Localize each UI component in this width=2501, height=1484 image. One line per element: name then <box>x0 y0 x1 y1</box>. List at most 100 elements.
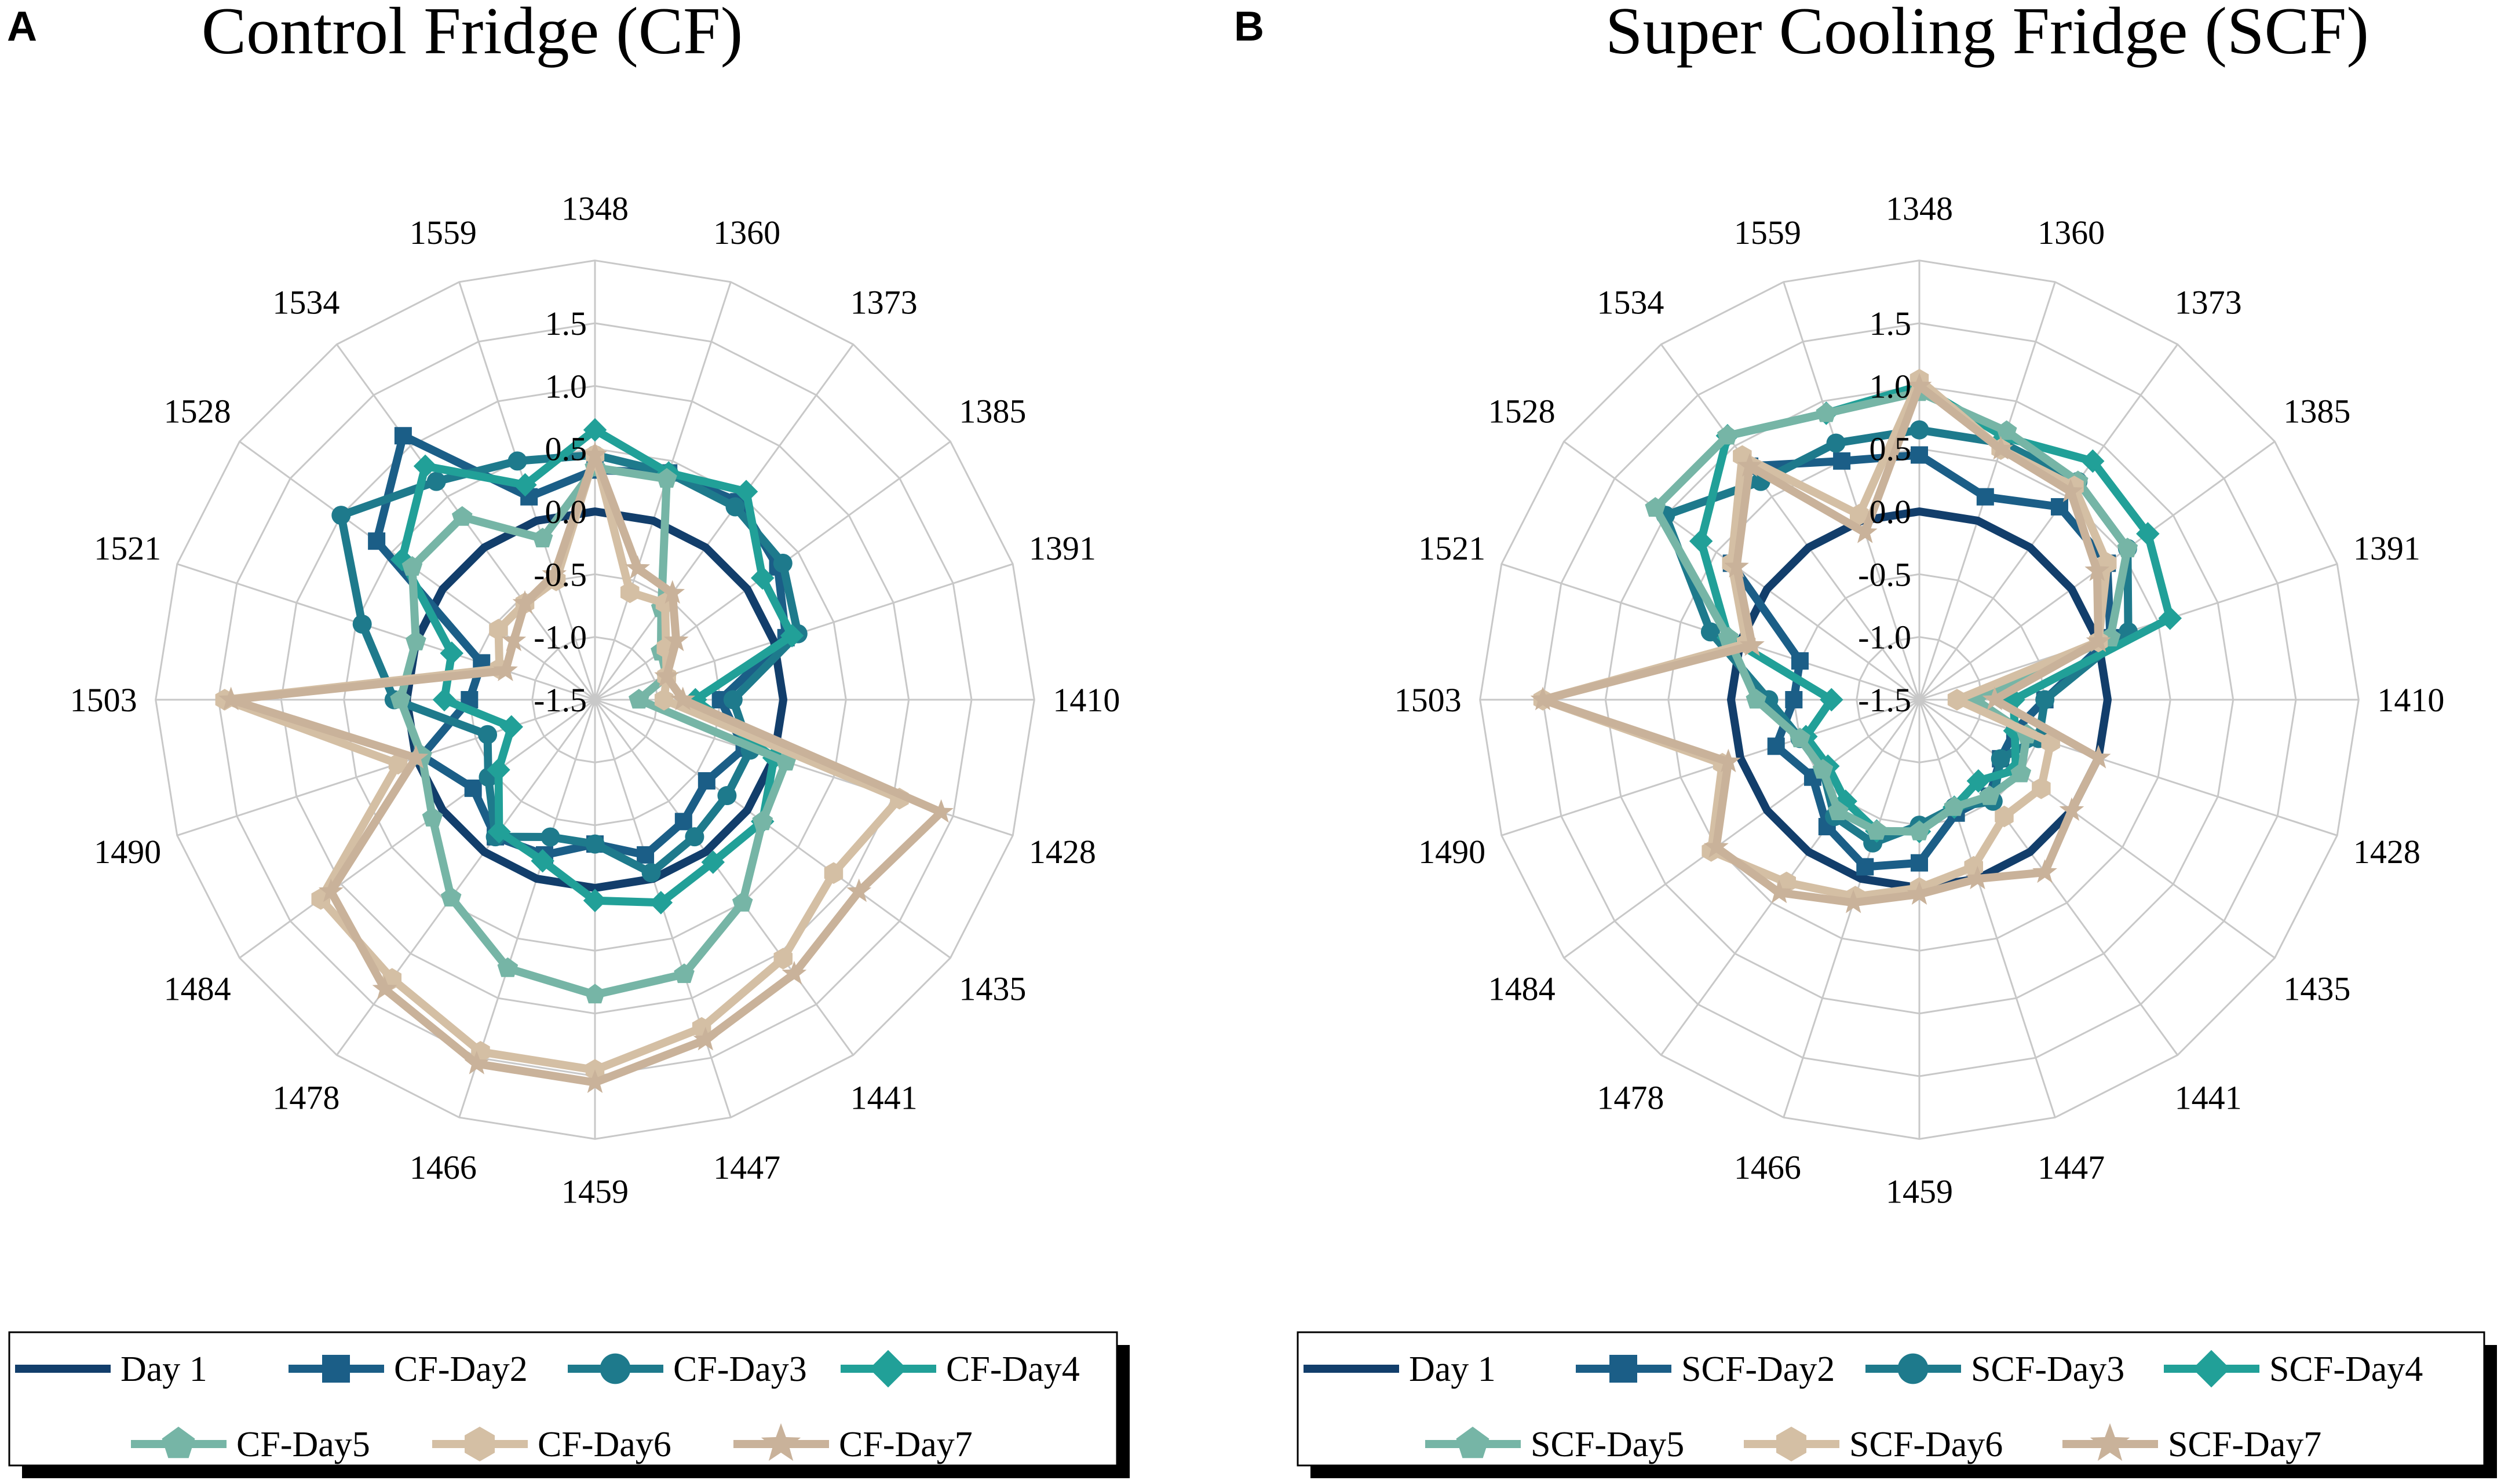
data-point <box>487 758 510 782</box>
data-point <box>620 581 640 604</box>
legend-marker <box>1456 1427 1489 1459</box>
data-point <box>1717 425 1738 445</box>
data-point <box>388 752 408 775</box>
data-point <box>478 725 498 744</box>
category-label: 1360 <box>713 214 780 251</box>
category-label: 1435 <box>959 970 1026 1008</box>
legend-label: CF-Day5 <box>236 1425 370 1464</box>
data-point <box>660 580 685 604</box>
data-point <box>493 657 518 681</box>
data-point <box>2081 449 2105 473</box>
grid-spoke <box>1919 699 2276 959</box>
data-point <box>2084 557 2110 582</box>
data-point <box>1991 749 2010 769</box>
legend-label: SCF-Day3 <box>1971 1350 2124 1389</box>
series-line <box>396 463 790 999</box>
radial-tick-label: -1.5 <box>1858 681 1911 719</box>
data-point <box>752 810 773 831</box>
data-point <box>1909 420 1929 440</box>
data-point <box>487 820 511 844</box>
legend-marker <box>1897 1353 1929 1384</box>
legend-marker <box>1609 1355 1637 1383</box>
data-point <box>394 427 412 445</box>
data-point <box>1996 420 2017 440</box>
data-point <box>512 590 538 614</box>
category-label: 1478 <box>272 1079 339 1116</box>
data-point <box>1740 632 1765 656</box>
data-point <box>311 888 330 910</box>
data-point <box>2010 762 2032 783</box>
category-label: 1528 <box>1488 392 1556 430</box>
category-label: 1428 <box>1029 833 1096 871</box>
panel-label-b: B <box>1234 3 1264 50</box>
category-label: 1503 <box>1394 681 1462 719</box>
grid-spoke <box>177 699 596 836</box>
data-point <box>674 813 692 831</box>
legend-marker <box>465 1427 495 1461</box>
data-point <box>390 689 411 709</box>
data-point <box>1790 728 1810 748</box>
data-point <box>1976 488 1994 506</box>
legend-label: CF-Day2 <box>394 1350 528 1389</box>
data-point <box>218 686 244 711</box>
legend-marker <box>869 1350 907 1388</box>
data-point <box>426 471 446 491</box>
data-point <box>663 627 689 652</box>
data-point <box>1982 686 2007 711</box>
data-point <box>1966 769 1991 793</box>
category-label: 1503 <box>70 681 137 719</box>
radial-tick-label: 0.0 <box>545 493 587 531</box>
legend-label: SCF-Day7 <box>2168 1425 2321 1464</box>
data-point <box>318 878 344 902</box>
legend-item: CF-Day2 <box>289 1350 528 1389</box>
data-point <box>464 1051 490 1074</box>
data-point <box>1791 652 1809 670</box>
legend-a: Day 1 CF-Day2 CF-Day3 CF-Day4 CF-Day5 CF-Day6… <box>8 1331 1130 1478</box>
data-point <box>532 528 553 547</box>
data-point <box>583 418 607 442</box>
category-label: 1459 <box>1886 1172 1953 1210</box>
category-label: 1348 <box>561 190 629 228</box>
data-point <box>531 849 554 873</box>
data-point <box>1833 452 1851 470</box>
grid-spoke <box>594 699 951 959</box>
category-label: 1466 <box>1734 1149 1801 1186</box>
category-label: 1528 <box>164 392 231 430</box>
data-point <box>1965 865 1990 890</box>
radial-tick-label: 1.0 <box>545 367 587 405</box>
panel-a: A Control Fridge (CF) 1.5 1.0 0.5 0.0 -0.5 -1… <box>7 0 1130 1478</box>
legend-item: SCF-Day7 <box>2062 1423 2321 1464</box>
legend-item: CF-Day4 <box>841 1350 1080 1389</box>
data-point <box>1530 686 1556 711</box>
data-point <box>1856 858 1874 876</box>
legend-marker <box>162 1427 195 1459</box>
data-point <box>674 963 695 984</box>
data-point <box>1785 691 1803 708</box>
data-point <box>654 663 679 687</box>
category-label: 1447 <box>713 1149 780 1186</box>
grid-spoke <box>1918 699 2056 1118</box>
category-label: 1534 <box>1597 284 1664 321</box>
radial-tick-label: 1.5 <box>545 305 587 342</box>
category-label: 1428 <box>2353 833 2420 871</box>
data-point <box>497 957 519 977</box>
legend-item: Day 1 <box>1304 1350 1496 1389</box>
legend-item: SCF-Day2 <box>1576 1350 1835 1389</box>
data-point <box>846 878 872 902</box>
radial-tick-label: -0.5 <box>534 555 587 593</box>
legend-label: CF-Day3 <box>673 1350 807 1389</box>
data-point <box>773 948 793 970</box>
data-point <box>413 454 437 478</box>
data-point <box>1841 889 1866 913</box>
legend-label: SCF-Day5 <box>1531 1425 1684 1464</box>
radial-tick-label: 0.5 <box>545 430 587 468</box>
data-point <box>1979 785 2000 805</box>
legend-marker <box>322 1355 350 1383</box>
category-label: 1391 <box>2353 529 2420 567</box>
legend-item: CF-Day7 <box>733 1423 973 1464</box>
legend-marker <box>2192 1350 2230 1388</box>
data-point <box>1820 688 1843 712</box>
category-label: 1441 <box>850 1079 918 1116</box>
legend-item: CF-Day3 <box>568 1350 807 1389</box>
data-point <box>1816 402 1837 422</box>
